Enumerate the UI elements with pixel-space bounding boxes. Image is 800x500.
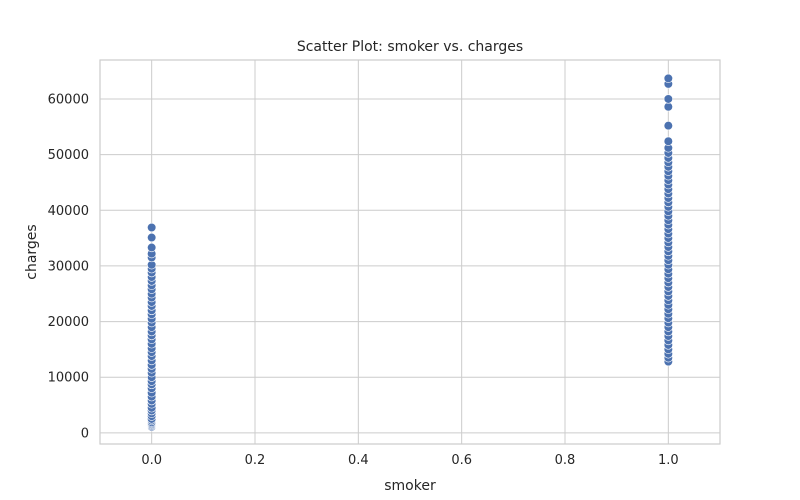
y-axis-label: charges bbox=[24, 224, 40, 279]
x-tick-label: 1.0 bbox=[658, 453, 679, 468]
data-points bbox=[147, 73, 673, 432]
y-tick-label: 60000 bbox=[48, 92, 89, 107]
data-point bbox=[663, 73, 673, 83]
x-tick-label: 0.0 bbox=[141, 453, 162, 468]
data-point bbox=[663, 121, 673, 131]
chart-title: Scatter Plot: smoker vs. charges bbox=[297, 39, 523, 55]
y-tick-label: 30000 bbox=[48, 259, 89, 274]
data-point bbox=[147, 242, 157, 253]
grid-lines bbox=[100, 60, 720, 444]
x-axis-label: smoker bbox=[384, 478, 436, 494]
x-tick-label: 0.8 bbox=[555, 453, 576, 468]
data-point bbox=[663, 136, 673, 146]
data-point bbox=[147, 232, 157, 243]
x-tick-label: 0.6 bbox=[451, 453, 472, 468]
y-tick-label: 40000 bbox=[48, 204, 89, 219]
data-point bbox=[147, 222, 157, 233]
y-tick-label: 20000 bbox=[48, 315, 89, 330]
y-tick-labels: 0 10000 20000 30000 40000 50000 60000 bbox=[48, 92, 89, 441]
x-tick-label: 0.4 bbox=[348, 453, 369, 468]
data-point bbox=[663, 94, 673, 104]
x-tick-label: 0.2 bbox=[245, 453, 266, 468]
y-tick-label: 10000 bbox=[48, 371, 89, 386]
x-tick-labels: 0.0 0.2 0.4 0.6 0.8 1.0 bbox=[141, 453, 678, 468]
data-point bbox=[663, 102, 673, 112]
y-tick-label: 0 bbox=[81, 426, 89, 441]
y-tick-label: 50000 bbox=[48, 148, 89, 163]
plot-frame bbox=[99, 59, 721, 445]
